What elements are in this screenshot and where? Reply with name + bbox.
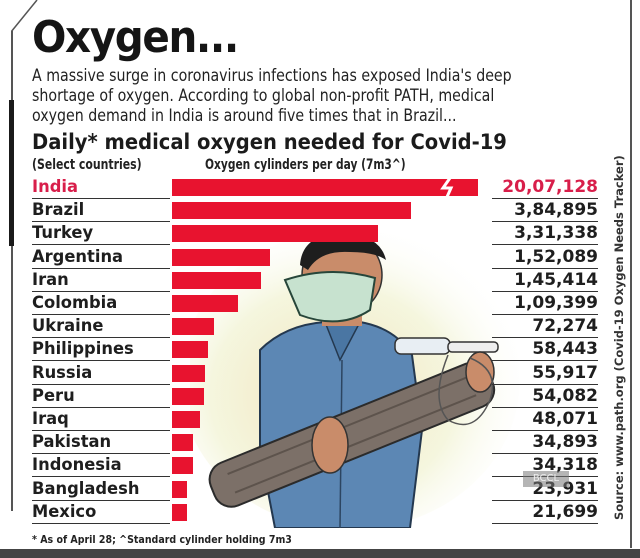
intro-line: oxygen demand in India is around five ti…: [32, 106, 457, 125]
intro-line: A massive surge in coronavirus infection…: [32, 66, 512, 85]
value-label: 20,07,128: [492, 177, 598, 199]
chart-row-brazil: Brazil 3,84,895: [0, 200, 640, 223]
value-label: 55,917: [492, 363, 598, 385]
chart-row-argentina: Argentina 1,52,089: [0, 247, 640, 270]
chart-row-philippines: Philippines 58,443: [0, 339, 640, 362]
chart-row-pakistan: Pakistan 34,893: [0, 432, 640, 455]
bar: [172, 225, 378, 243]
country-label: India: [32, 177, 170, 199]
country-label: Bangladesh: [32, 479, 170, 501]
chart-row-russia: Russia 55,917: [0, 363, 640, 386]
country-label: Colombia: [32, 293, 170, 315]
frame-left-border: [11, 31, 13, 511]
country-label: Iraq: [32, 409, 170, 431]
chart-row-indonesia: Indonesia 34,318: [0, 455, 640, 478]
bar: [172, 457, 193, 475]
bar: [172, 248, 270, 266]
bar: [172, 434, 193, 452]
country-label: Mexico: [32, 502, 170, 524]
footnote: * As of April 28; ^Standard cylinder hol…: [32, 533, 292, 546]
value-label: 21,699: [492, 502, 598, 524]
country-label: Iran: [32, 270, 170, 292]
bar: [172, 411, 200, 428]
value-label: 34,893: [492, 432, 598, 455]
value-label: 72,274: [492, 316, 598, 339]
chart-title: Daily* medical oxygen needed for Covid-1…: [32, 130, 507, 154]
value-label: 1,09,399: [492, 293, 598, 315]
source-credit: Source: www.path.org (Covid-19 Oxygen Ne…: [612, 155, 626, 520]
chart-row-india: India 20,07,128: [0, 177, 640, 200]
chart-row-mexico: Mexico 21,699: [0, 502, 640, 525]
frame-corner: [11, 0, 38, 32]
country-label: Indonesia: [32, 455, 170, 478]
bar: [172, 271, 261, 289]
value-label: 3,31,338: [492, 223, 598, 246]
country-label: Brazil: [32, 200, 170, 223]
oxygen-cylinder-illustration: [190, 230, 520, 528]
bar: [172, 178, 478, 197]
chart-row-iraq: Iraq 48,071: [0, 409, 640, 432]
value-label: 48,071: [492, 409, 598, 431]
intro-line: shortage of oxygen. According to global …: [32, 86, 495, 105]
bar: [172, 480, 187, 498]
country-label: Pakistan: [32, 432, 170, 455]
bar: [172, 318, 214, 336]
frame-bottom-strip: [0, 549, 640, 558]
bar: [172, 387, 204, 405]
value-label: 1,45,414: [492, 270, 598, 292]
bar: [172, 364, 205, 382]
chart-row-iran: Iran 1,45,414: [0, 270, 640, 293]
country-label: Argentina: [32, 247, 170, 269]
value-label: 54,082: [492, 386, 598, 408]
axis-break-icon: [440, 178, 454, 197]
chart-row-ukraine: Ukraine 72,274: [0, 316, 640, 339]
value-axis-label: Oxygen cylinders per day (7m3^): [205, 157, 406, 173]
country-label: Turkey: [32, 223, 170, 246]
chart-row-turkey: Turkey 3,31,338: [0, 223, 640, 246]
value-label: 3,84,895: [492, 200, 598, 223]
bar: [172, 295, 238, 312]
frame-right-border: [630, 0, 632, 548]
country-label: Ukraine: [32, 316, 170, 339]
country-label: Philippines: [32, 339, 170, 362]
bar: [172, 341, 208, 359]
page-title: Oxygen...: [32, 12, 239, 63]
bar: [172, 202, 411, 220]
country-label: Russia: [32, 363, 170, 385]
value-label: 1,52,089: [492, 247, 598, 269]
value-label: 58,443: [492, 339, 598, 362]
country-label: Peru: [32, 386, 170, 408]
chart-row-peru: Peru 54,082: [0, 386, 640, 409]
category-axis-label: (Select countries): [32, 157, 142, 173]
chart-row-colombia: Colombia 1,09,399: [0, 293, 640, 316]
watermark: BCCL: [523, 471, 569, 487]
bar: [172, 503, 187, 521]
frame-accent-bar: [9, 100, 14, 246]
intro-text: A massive surge in coronavirus infection…: [32, 66, 548, 126]
chart-row-bangladesh: Bangladesh 23,931: [0, 479, 640, 502]
